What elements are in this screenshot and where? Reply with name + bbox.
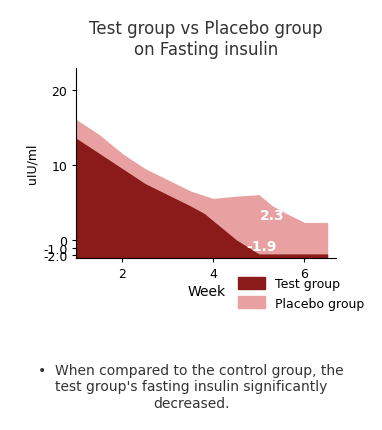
Text: -1.9: -1.9 bbox=[246, 240, 276, 254]
Text: 2.3: 2.3 bbox=[260, 208, 285, 222]
X-axis label: Week: Week bbox=[187, 284, 225, 298]
Text: •  When compared to the control group, the
test group's fasting insulin signific: • When compared to the control group, th… bbox=[38, 363, 344, 410]
Legend: Test group, Placebo group: Test group, Placebo group bbox=[238, 277, 364, 310]
Title: Test group vs Placebo group
on Fasting insulin: Test group vs Placebo group on Fasting i… bbox=[89, 20, 323, 59]
Y-axis label: uIU/ml: uIU/ml bbox=[26, 143, 39, 184]
